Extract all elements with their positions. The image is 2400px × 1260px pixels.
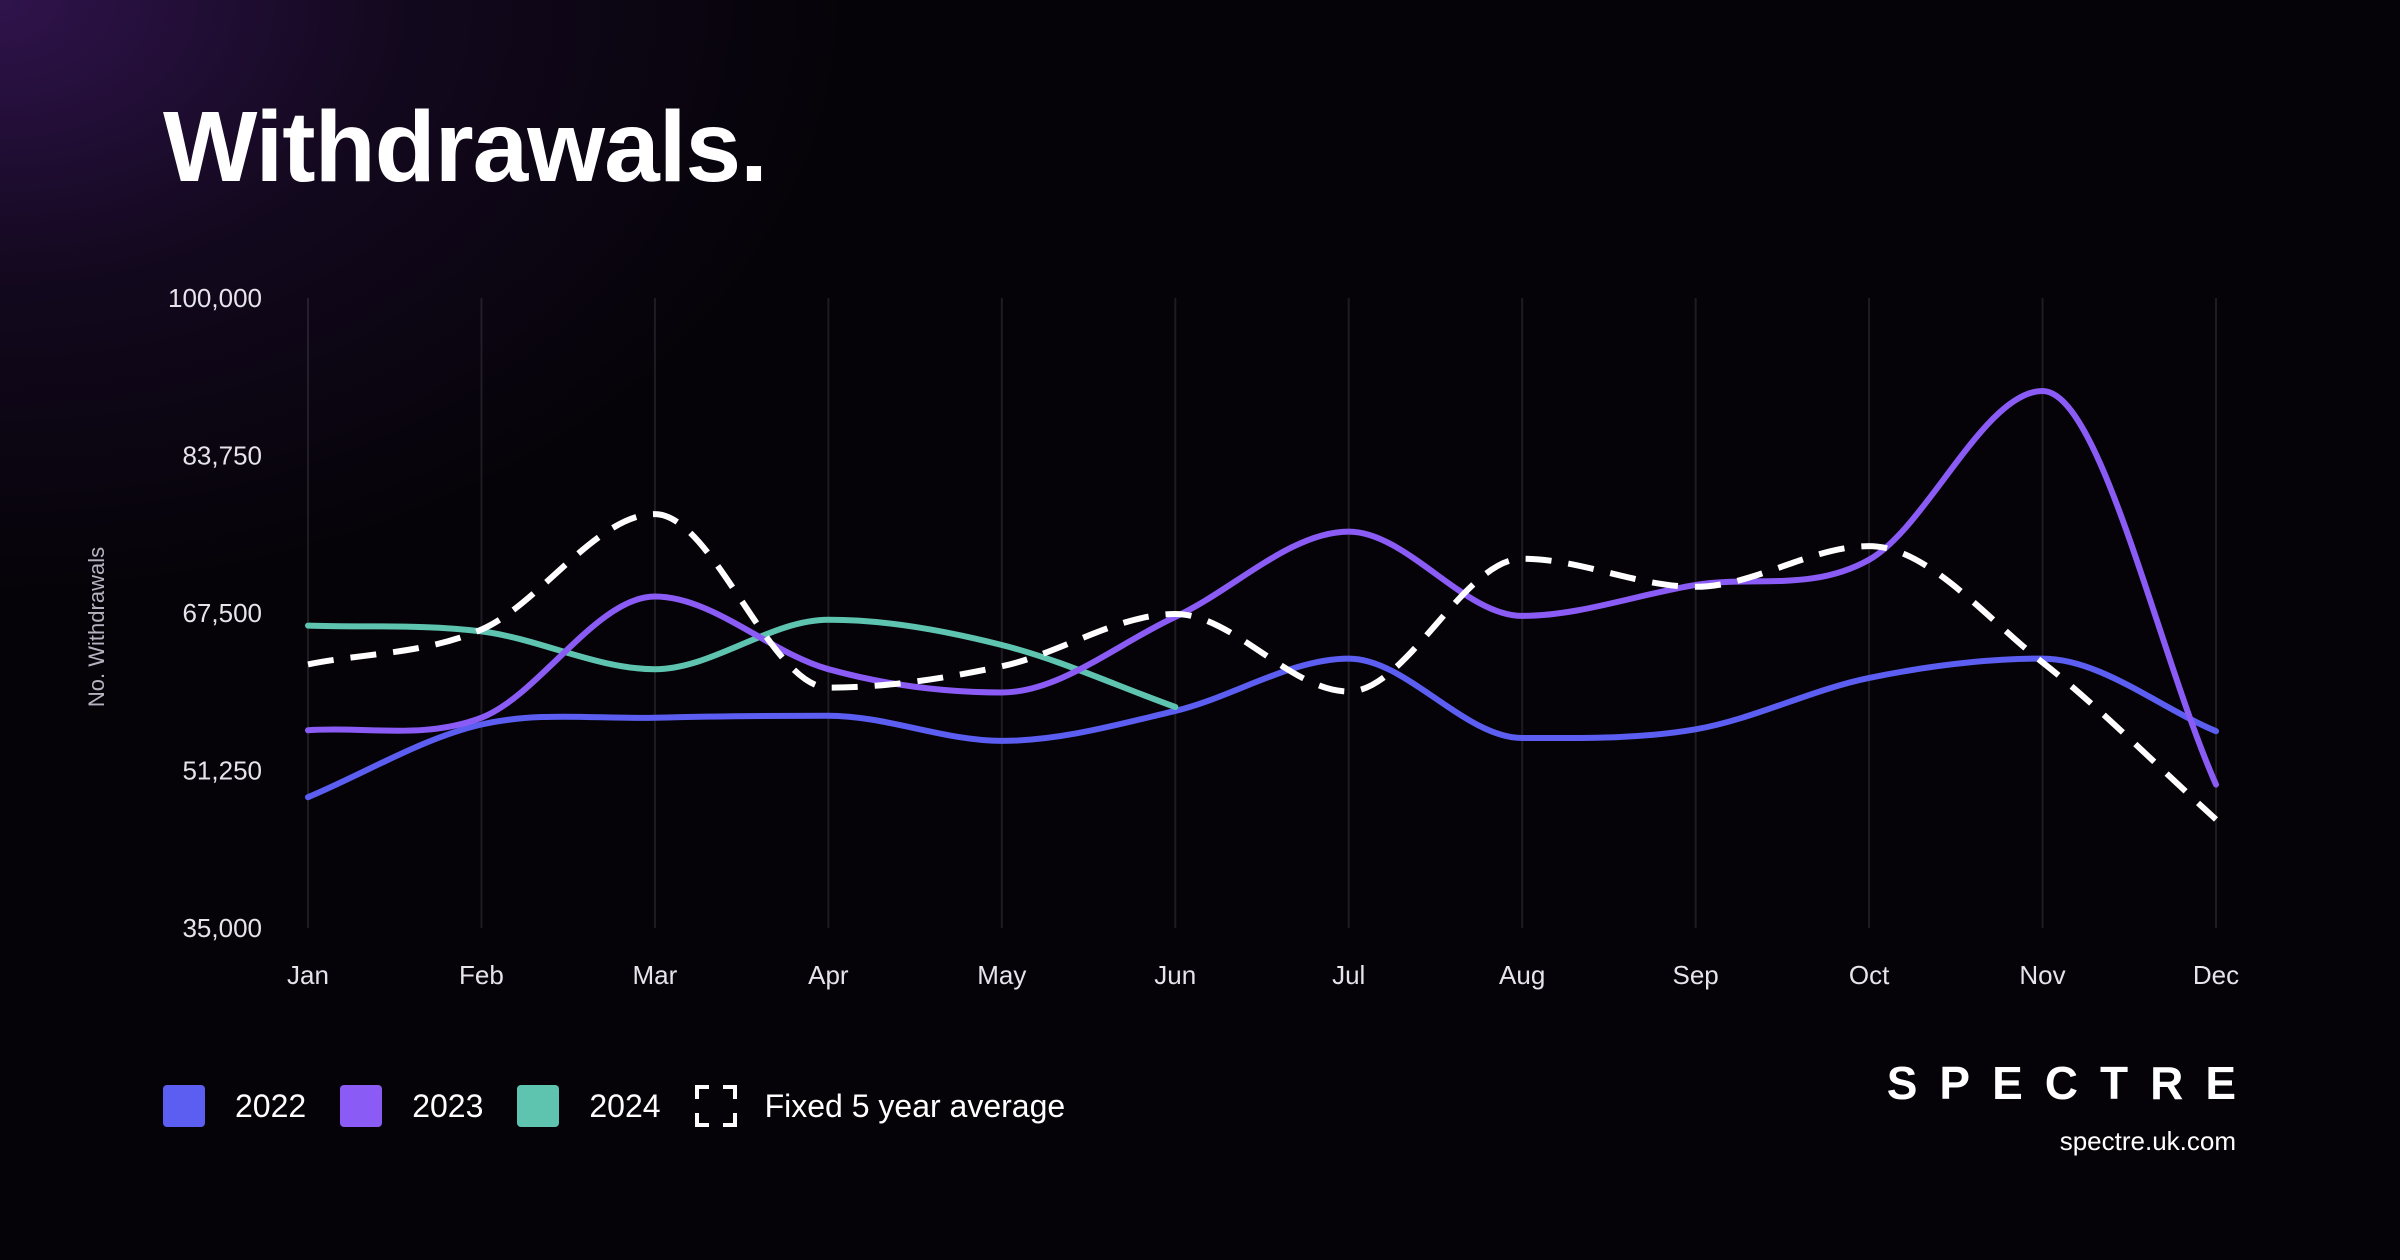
series-line-fixed-5-year-average <box>307 511 2219 822</box>
y-tick-label: 67,500 <box>182 598 262 628</box>
x-tick-label: Jan <box>287 960 329 990</box>
x-tick-label: Sep <box>1673 960 1719 990</box>
page-title: Withdrawals. <box>163 91 768 203</box>
y-tick-label: 51,250 <box>182 756 262 786</box>
series-line-2023 <box>305 388 2219 788</box>
y-tick-label: 83,750 <box>182 441 262 471</box>
x-tick-label: Jul <box>1332 960 1365 990</box>
x-tick-label: Mar <box>633 960 678 990</box>
series-line-2022 <box>305 655 2219 801</box>
y-axis-ticks: 35,000 51,250 67,500 83,750 100,000 <box>168 283 262 943</box>
legend-item-average: Fixed 5 year average <box>694 1085 1066 1127</box>
y-tick-label: 100,000 <box>168 283 262 313</box>
legend-label-2022: 2022 <box>235 1087 307 1124</box>
dashed-square-icon <box>694 1085 737 1127</box>
x-tick-label: Aug <box>1499 960 1545 990</box>
brand-block: SPECTRE spectre.uk.com <box>1887 1060 2236 1157</box>
series-lines <box>305 388 2219 822</box>
x-tick-label: Nov <box>2019 960 2065 990</box>
grid-lines <box>307 298 2217 928</box>
x-tick-label: May <box>977 960 1026 990</box>
brand-url: spectre.uk.com <box>2059 1126 2236 1156</box>
brand-logo: SPECTRE <box>1886 1057 2258 1109</box>
x-tick-label: Feb <box>459 960 504 990</box>
legend-swatch-2024 <box>517 1085 560 1127</box>
x-tick-label: Dec <box>2193 960 2239 990</box>
legend-label-2024: 2024 <box>589 1087 661 1124</box>
x-tick-label: Apr <box>808 960 849 990</box>
legend-item-2024: 2024 <box>517 1085 661 1127</box>
legend-item-2023: 2023 <box>340 1085 483 1127</box>
x-axis-ticks: Jan Feb Mar Apr May Jun Jul Aug Sep Oct Nov Dec <box>287 960 2239 990</box>
x-tick-label: Jun <box>1154 960 1196 990</box>
chart-legend: 2022 2023 2024 Fixed 5 year average <box>163 1085 1099 1127</box>
y-axis-label: No. Withdrawals <box>84 547 109 707</box>
legend-label-average: Fixed 5 year average <box>764 1087 1066 1124</box>
y-tick-label: 35,000 <box>182 913 262 943</box>
legend-swatch-2022 <box>163 1085 205 1127</box>
legend-item-2022: 2022 <box>163 1085 306 1127</box>
x-tick-label: Oct <box>1849 960 1890 990</box>
series-line-2024 <box>305 616 1179 710</box>
legend-swatch-2023 <box>340 1085 383 1127</box>
legend-label-2023: 2023 <box>412 1087 484 1124</box>
